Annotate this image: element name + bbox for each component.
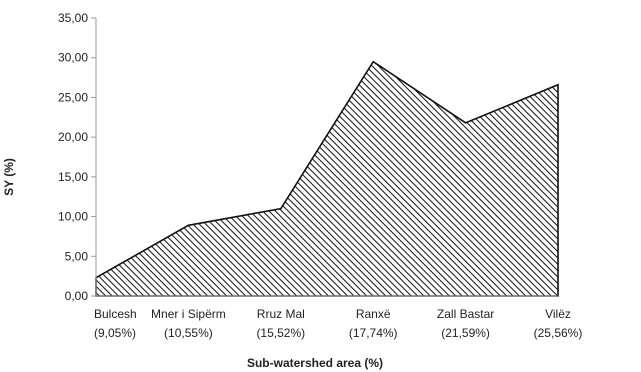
y-tick-label: 15,00 bbox=[58, 170, 88, 184]
x-category-label: Mner i Sipërm bbox=[151, 307, 226, 321]
x-axis-title: Sub-watershed area (%) bbox=[247, 356, 383, 370]
y-tick-label: 35,00 bbox=[58, 11, 88, 25]
x-category-label: Rruz Mal bbox=[257, 307, 305, 321]
y-tick-label: 20,00 bbox=[58, 130, 88, 144]
y-tick-label: 30,00 bbox=[58, 51, 88, 65]
x-category-area-label: (17,74%) bbox=[349, 326, 398, 340]
y-tick-label: 0,00 bbox=[65, 289, 89, 303]
y-tick-label: 5,00 bbox=[65, 249, 89, 263]
area-series bbox=[95, 60, 559, 297]
x-category-area-label: (25,56%) bbox=[534, 326, 583, 340]
y-tick-label: 10,00 bbox=[58, 210, 88, 224]
x-category-area-label: (21,59%) bbox=[441, 326, 490, 340]
x-category-label: Vilëz bbox=[545, 307, 571, 321]
y-axis-title: SY (%) bbox=[2, 158, 16, 196]
x-category-area-label: (10,55%) bbox=[164, 326, 213, 340]
x-category-area-label: (9,05%) bbox=[94, 326, 136, 340]
x-category-area-label: (15,52%) bbox=[256, 326, 305, 340]
x-category-label: Ranxë bbox=[356, 307, 391, 321]
x-category-label: Zall Bastar bbox=[437, 307, 494, 321]
plot-area: 0,00 5,00 10,00 15,00 20,00 25,00 30,00 35,00 Bu… bbox=[58, 11, 582, 340]
x-category-label: Bulcesh bbox=[94, 307, 137, 321]
y-tick-label: 25,00 bbox=[58, 90, 88, 104]
